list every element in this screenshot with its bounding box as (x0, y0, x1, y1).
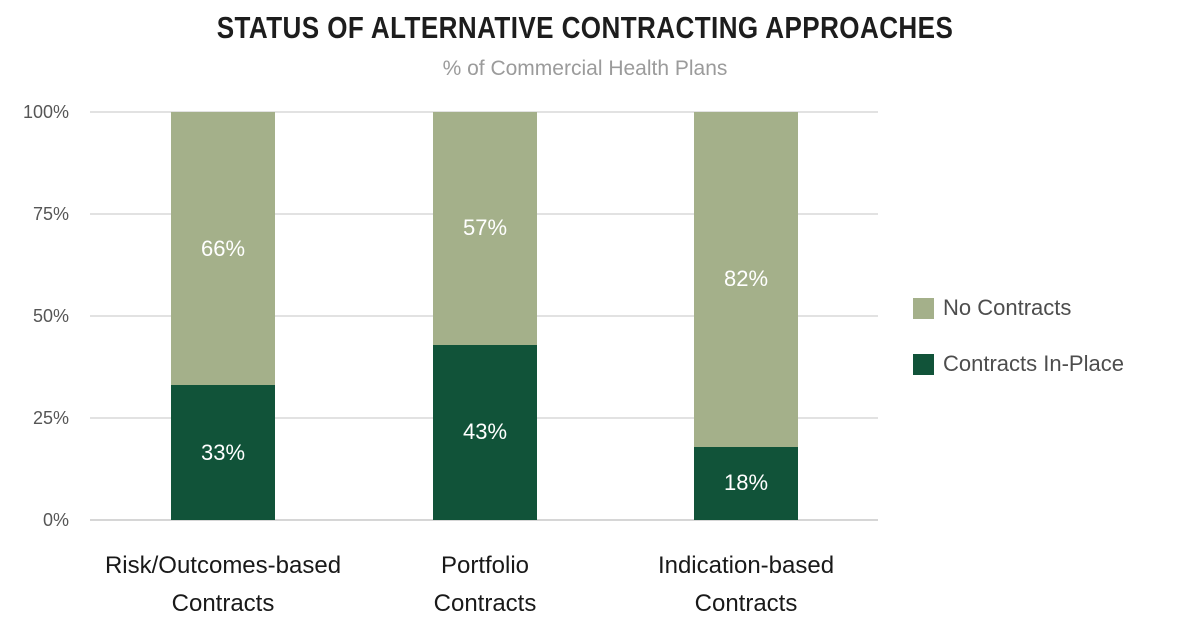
stacked-bar: 43% 57% (433, 112, 537, 520)
y-tick-label: 50% (32, 306, 69, 326)
bar-value-label: 43% (462, 419, 508, 445)
y-tick-label: 75% (32, 204, 69, 224)
y-tick-label: 25% (32, 408, 69, 428)
bar-segment-contracts-in-place: 33% (171, 385, 275, 520)
stacked-bar: 33% 66% (171, 112, 275, 520)
bar-value-label: 57% (462, 215, 508, 241)
gridline (90, 519, 878, 521)
bar-segment-no-contracts: 57% (433, 112, 537, 345)
y-tick-label: 100% (22, 102, 69, 122)
bar-value-label: 18% (723, 470, 769, 496)
bar-value-label: 33% (200, 439, 246, 465)
legend-swatch-icon (913, 297, 934, 319)
legend-label: No Contracts (943, 295, 1072, 320)
plot-area: 0% 25% 50% 75% 100% 33% 66% Risk/Outcomes-based… (23, 102, 878, 617)
x-category-label: Portfolio Contracts (433, 552, 537, 617)
legend-label: Contracts In-Place (943, 351, 1124, 376)
legend-swatch-icon (913, 353, 934, 375)
bar-segment-no-contracts: 66% (171, 112, 275, 386)
stacked-bar: 18% 82% (694, 112, 798, 520)
x-category-label: Indication-based Contracts (657, 552, 835, 617)
legend: No Contracts Contracts In-Place (913, 295, 1124, 407)
bar-segment-contracts-in-place: 43% (433, 344, 537, 520)
y-tick-label: 0% (42, 510, 69, 530)
bar-value-label: 66% (200, 235, 246, 261)
bar-value-label: 82% (723, 266, 769, 292)
legend-item: No Contracts (913, 295, 1124, 321)
x-category-label: Risk/Outcomes-based Contracts (104, 552, 342, 617)
chart-title: STATUS OF ALTERNATIVE CONTRACTING APPROA… (216, 10, 954, 45)
legend-item: Contracts In-Place (913, 351, 1124, 377)
bar-segment-contracts-in-place: 18% (694, 446, 798, 520)
chart-subtitle: % of Commercial Health Plans (442, 57, 728, 80)
bar-segment-no-contracts: 82% (694, 112, 798, 447)
